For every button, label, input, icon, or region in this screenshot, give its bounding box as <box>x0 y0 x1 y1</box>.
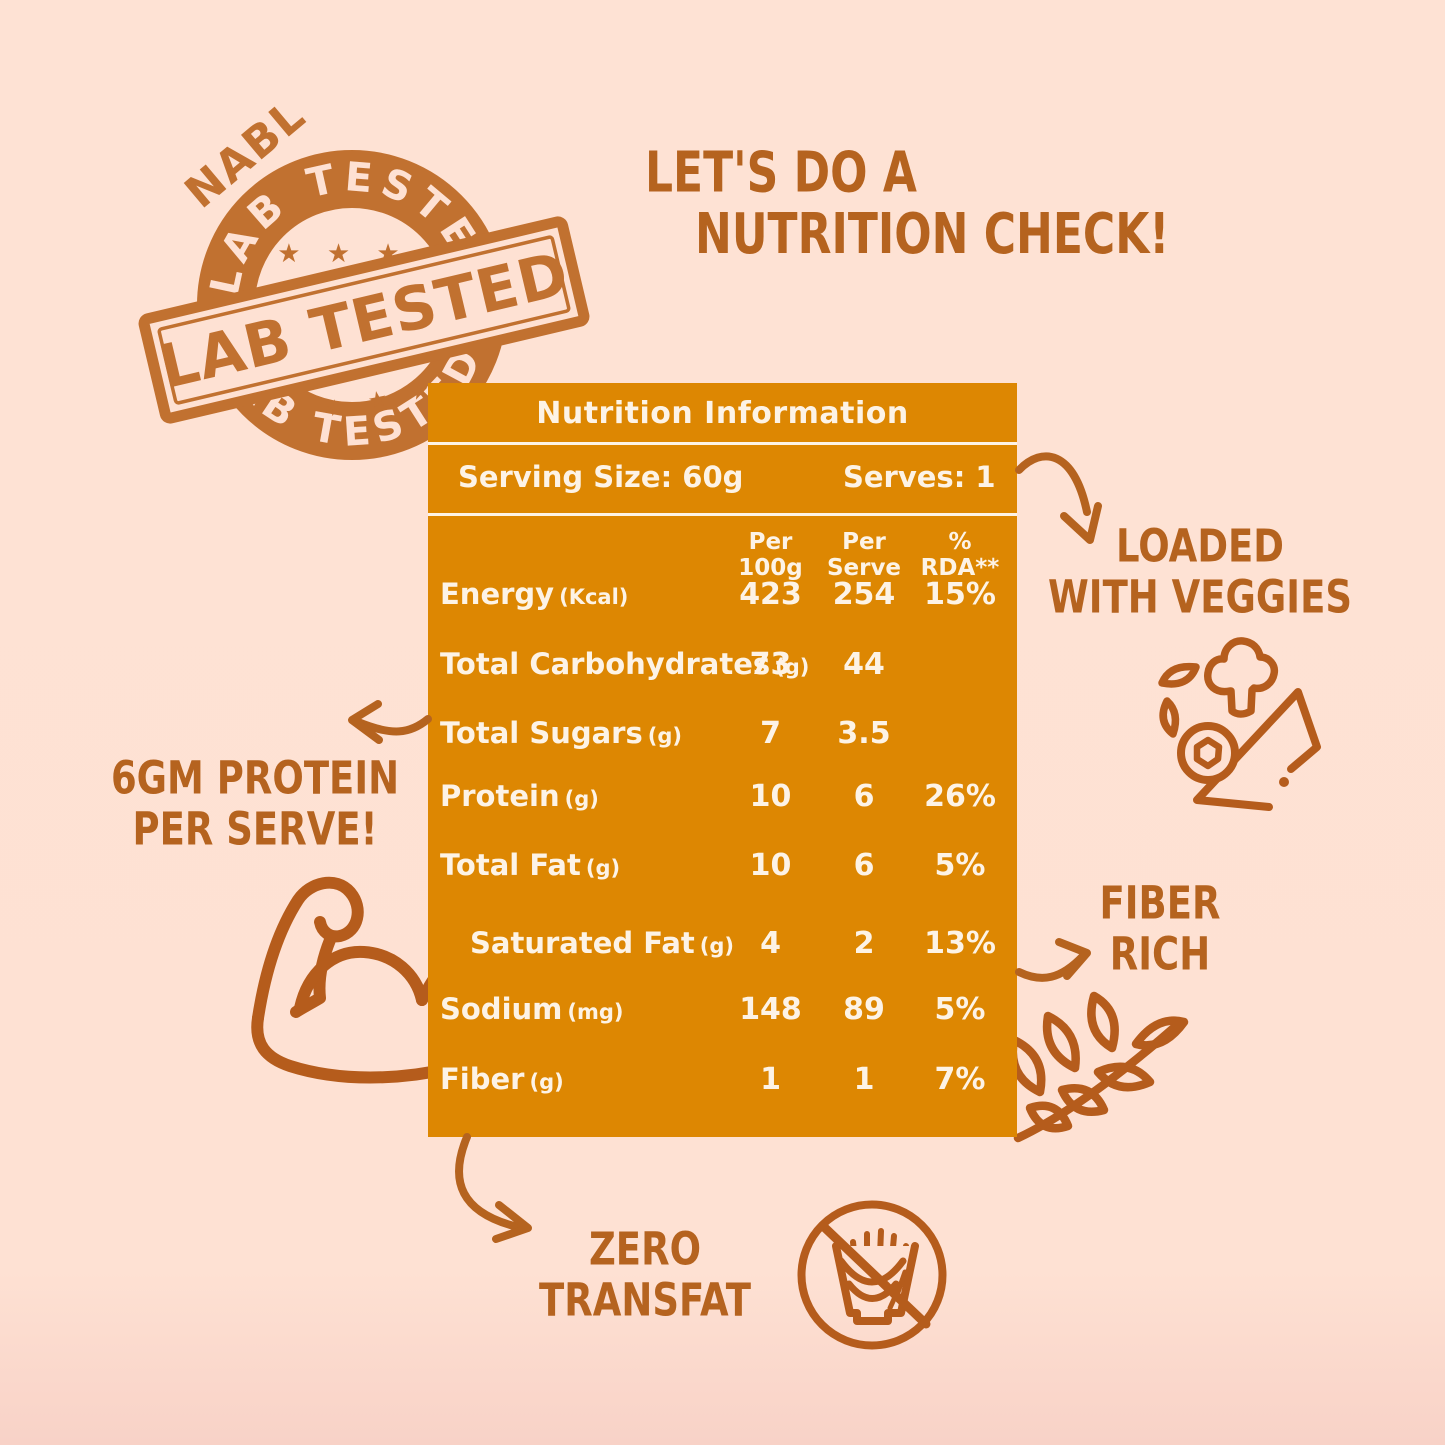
serves-value: 1 <box>975 460 996 494</box>
tomato-slice-icon <box>1177 722 1239 784</box>
serving-size: Serving Size: 60g <box>458 460 743 494</box>
knife-board-icon <box>1193 688 1321 811</box>
knife-dot-icon <box>1279 777 1289 787</box>
serving-size-label: Serving Size: <box>458 460 673 494</box>
serves: Serves: 1 <box>843 460 996 494</box>
serves-label: Serves: <box>843 460 966 494</box>
serving-size-value: 60g <box>682 460 744 494</box>
prohibition-slash-icon <box>818 1221 931 1329</box>
callout-veggies-line2: WITH VEGGIES <box>1047 571 1352 624</box>
nutrition-table: Nutrition Information Serving Size: 60g … <box>428 383 1017 1137</box>
no-transfat-fries-icon <box>797 1200 947 1350</box>
arrow-to-protein-icon <box>348 700 432 744</box>
callout-fiber-rich: FIBER RICH <box>1055 876 1265 981</box>
divider <box>428 442 1017 445</box>
fries-cup-fill <box>836 1246 915 1321</box>
col-rda: % RDA** <box>920 529 1000 581</box>
fries-cup-icon <box>832 1242 919 1325</box>
headline: LET'S DO A NUTRITION CHECK! <box>645 140 1170 268</box>
fries-cup-band-icon <box>837 1257 907 1286</box>
callout-protein-line1: 6GM PROTEIN <box>110 751 400 805</box>
veggies-icon <box>1158 637 1321 811</box>
callout-zero-transfat: ZERO TRANSFAT <box>480 1222 810 1327</box>
table-row: Sodium (mg) 148 89 5% <box>440 991 986 1027</box>
flexed-bicep-icon <box>251 876 458 1084</box>
callout-protein-line2: PER SERVE! <box>132 803 378 856</box>
fries-sticks-icon <box>850 1228 909 1286</box>
wheat-branch-icon <box>1008 991 1189 1143</box>
callout-transfat-line2: TRANSFAT <box>538 1274 751 1327</box>
table-row: Total Fat (g) 10 6 5% <box>440 847 986 883</box>
callout-loaded-with-veggies: LOADED WITH VEGGIES <box>1020 519 1380 624</box>
col-per-serve: Per Serve <box>826 529 902 581</box>
table-row: Energy (Kcal) 423 254 15% <box>440 576 996 612</box>
fries-cup-band2-icon <box>845 1280 900 1302</box>
table-row: Fiber (g) 1 1 7% <box>440 1061 986 1097</box>
col-per-100g: Per 100g <box>738 529 803 581</box>
callout-fiber-line2: RICH <box>1109 928 1211 981</box>
prohibition-circle-icon <box>797 1200 947 1350</box>
callout-protein-per-serve: 6GM PROTEIN PER SERVE! <box>90 751 420 856</box>
table-row: Protein (g) 10 6 26% <box>440 778 996 814</box>
callout-veggies-line1: LOADED <box>1115 519 1285 573</box>
table-row: Total Carbohydrates (g) 73 44 <box>440 646 885 682</box>
tomato-core-icon <box>1193 736 1223 770</box>
lab-tested-stamp: LAB TESTED LAB TESTED NABL ★ ★ ★ ★ ★ ★ L… <box>138 89 590 460</box>
headline-line2: NUTRITION CHECK! <box>695 201 1170 268</box>
seed-icon <box>1158 662 1200 688</box>
callout-transfat-line1: ZERO <box>588 1222 702 1276</box>
headline-line1: LET'S DO A <box>645 140 917 206</box>
divider <box>428 513 1017 516</box>
fries-cup-hatch-icon <box>887 1269 908 1311</box>
table-row: Total Sugars (g) 7 3.5 <box>440 715 891 751</box>
leaf-icon <box>1159 697 1180 738</box>
callout-fiber-line1: FIBER <box>1099 876 1221 930</box>
column-headers: Per 100g Per Serve % RDA** <box>428 529 1017 581</box>
table-row: Saturated Fat (g) 4 2 13% <box>470 925 996 961</box>
table-title: Nutrition Information <box>536 396 909 431</box>
broccoli-icon <box>1204 637 1279 718</box>
